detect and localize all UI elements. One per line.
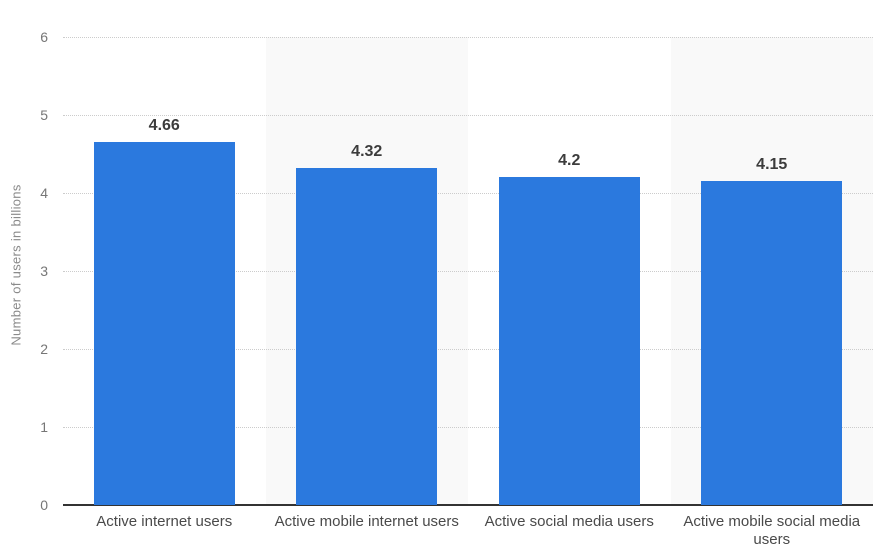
x-category-label: Active mobile social media users [683, 513, 861, 548]
bar-value-label: 4.15 [756, 156, 788, 174]
y-tick-label: 4 [40, 185, 48, 201]
y-tick-label: 3 [40, 263, 48, 279]
bar-value-label: 4.2 [558, 152, 581, 170]
y-tick-label: 2 [40, 341, 48, 357]
y-tick-label: 5 [40, 107, 48, 123]
x-category-label: Active internet users [96, 513, 233, 530]
bar-3[interactable] [498, 177, 640, 505]
bar-value-label: 4.32 [351, 143, 383, 161]
bar-4[interactable] [701, 181, 843, 505]
y-tick-label: 0 [40, 497, 48, 513]
plot-area: 4.66 4.32 4.2 4.15 [63, 37, 873, 506]
grid-line [63, 427, 873, 428]
y-tick-label: 6 [40, 29, 48, 45]
x-axis-line [63, 504, 873, 506]
y-tick-label: 1 [40, 419, 48, 435]
grid-line [63, 349, 873, 350]
grid-line [63, 37, 873, 38]
bar-1[interactable] [93, 141, 235, 505]
x-category-label: Active mobile internet users [274, 513, 459, 530]
bar-value-label: 4.66 [148, 116, 180, 134]
grid-line [63, 271, 873, 272]
bar-2[interactable] [296, 168, 438, 505]
grid-line [63, 115, 873, 116]
grid-line [63, 193, 873, 194]
x-category-label: Active social media users [484, 513, 654, 530]
